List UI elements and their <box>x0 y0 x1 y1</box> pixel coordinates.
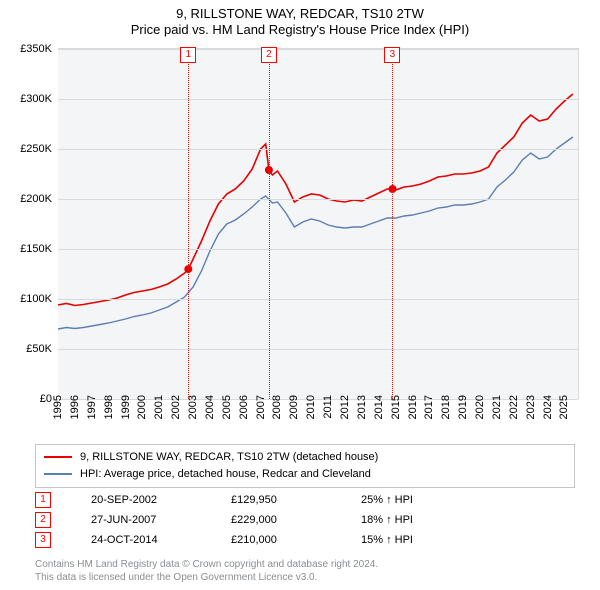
y-axis-label: £300K <box>6 93 52 105</box>
sale-vline-label-1: 1 <box>180 47 196 63</box>
sales-diff-2: 18% ↑ HPI <box>361 514 481 526</box>
legend-swatch-hpi <box>44 473 72 475</box>
sales-row-1: 1 20-SEP-2002 £129,950 25% ↑ HPI <box>35 490 575 510</box>
y-axis-label: £250K <box>6 143 52 155</box>
sales-date-3: 24-OCT-2014 <box>91 534 231 546</box>
x-axis-label: 1997 <box>86 395 98 419</box>
title-line-2: Price paid vs. HM Land Registry's House … <box>0 22 600 38</box>
x-axis-label: 1996 <box>69 395 81 419</box>
chart-legend: 9, RILLSTONE WAY, REDCAR, TS10 2TW (deta… <box>35 444 575 488</box>
legend-swatch-property <box>44 456 72 458</box>
attribution-line-2: This data is licensed under the Open Gov… <box>35 572 575 585</box>
y-axis-label: £150K <box>6 243 52 255</box>
x-axis-label: 2004 <box>204 395 216 419</box>
page: 9, RILLSTONE WAY, REDCAR, TS10 2TW Price… <box>0 0 600 590</box>
gridline <box>58 299 578 300</box>
x-axis-label: 2010 <box>305 395 317 419</box>
x-axis-label: 2002 <box>170 395 182 419</box>
x-axis-label: 2013 <box>356 395 368 419</box>
x-axis-label: 2018 <box>440 395 452 419</box>
x-axis-label: 1999 <box>120 395 132 419</box>
sales-price-3: £210,000 <box>231 534 361 546</box>
legend-label-property: 9, RILLSTONE WAY, REDCAR, TS10 2TW (deta… <box>80 449 378 466</box>
sales-row-2: 2 27-JUN-2007 £229,000 18% ↑ HPI <box>35 510 575 530</box>
x-axis-label: 2020 <box>474 395 486 419</box>
y-axis-label: £200K <box>6 193 52 205</box>
y-axis-label: £0 <box>6 393 52 405</box>
gridline <box>58 349 578 350</box>
x-axis-label: 2019 <box>457 395 469 419</box>
sale-vline-label-3: 3 <box>384 47 400 63</box>
y-axis-label: £50K <box>6 343 52 355</box>
sales-price-2: £229,000 <box>231 514 361 526</box>
x-axis-label: 2011 <box>322 395 334 419</box>
x-axis-label: 2000 <box>136 395 148 419</box>
title-line-1: 9, RILLSTONE WAY, REDCAR, TS10 2TW <box>0 6 600 22</box>
x-axis-label: 2012 <box>339 395 351 419</box>
x-axis-label: 2009 <box>288 395 300 419</box>
x-axis-label: 2023 <box>525 395 537 419</box>
x-axis-label: 2007 <box>255 395 267 419</box>
legend-label-hpi: HPI: Average price, detached house, Redc… <box>80 466 371 483</box>
sales-marker-3: 3 <box>35 532 51 548</box>
x-axis-label: 2001 <box>153 395 165 419</box>
chart-title-block: 9, RILLSTONE WAY, REDCAR, TS10 2TW Price… <box>0 0 600 39</box>
sales-price-1: £129,950 <box>231 494 361 506</box>
x-axis-label: 2024 <box>542 395 554 419</box>
x-axis-label: 2006 <box>238 395 250 419</box>
sales-diff-1: 25% ↑ HPI <box>361 494 481 506</box>
sales-marker-1: 1 <box>35 492 51 508</box>
x-axis-label: 2025 <box>558 395 570 419</box>
gridline <box>58 49 578 50</box>
x-axis-label: 2008 <box>271 395 283 419</box>
chart-plot-area: £0£50K£100K£150K£200K£250K£300K£350K1995… <box>58 48 579 399</box>
x-axis-label: 1995 <box>52 395 64 419</box>
gridline <box>58 149 578 150</box>
attribution: Contains HM Land Registry data © Crown c… <box>35 559 575 584</box>
x-axis-label: 2021 <box>491 395 503 419</box>
sale-vline-1 <box>188 49 189 399</box>
chart-svg <box>58 49 578 399</box>
legend-item-property: 9, RILLSTONE WAY, REDCAR, TS10 2TW (deta… <box>44 449 566 466</box>
x-axis-label: 1998 <box>103 395 115 419</box>
sales-table: 1 20-SEP-2002 £129,950 25% ↑ HPI 2 27-JU… <box>35 490 575 550</box>
gridline <box>58 199 578 200</box>
x-axis-label: 2016 <box>407 395 419 419</box>
x-axis-label: 2022 <box>508 395 520 419</box>
sales-diff-3: 15% ↑ HPI <box>361 534 481 546</box>
gridline <box>58 249 578 250</box>
x-axis-label: 2014 <box>373 395 385 419</box>
y-axis-label: £350K <box>6 43 52 55</box>
legend-item-hpi: HPI: Average price, detached house, Redc… <box>44 466 566 483</box>
sales-date-1: 20-SEP-2002 <box>91 494 231 506</box>
sale-vline-2 <box>269 49 270 399</box>
sales-date-2: 27-JUN-2007 <box>91 514 231 526</box>
sales-marker-2: 2 <box>35 512 51 528</box>
attribution-line-1: Contains HM Land Registry data © Crown c… <box>35 559 575 572</box>
x-axis-label: 2005 <box>221 395 233 419</box>
y-axis-label: £100K <box>6 293 52 305</box>
sales-row-3: 3 24-OCT-2014 £210,000 15% ↑ HPI <box>35 530 575 550</box>
gridline <box>58 99 578 100</box>
series-hpi <box>58 137 573 329</box>
x-axis-label: 2017 <box>423 395 435 419</box>
x-axis-label: 2015 <box>390 395 402 419</box>
sale-vline-label-2: 2 <box>261 47 277 63</box>
sale-vline-3 <box>392 49 393 399</box>
